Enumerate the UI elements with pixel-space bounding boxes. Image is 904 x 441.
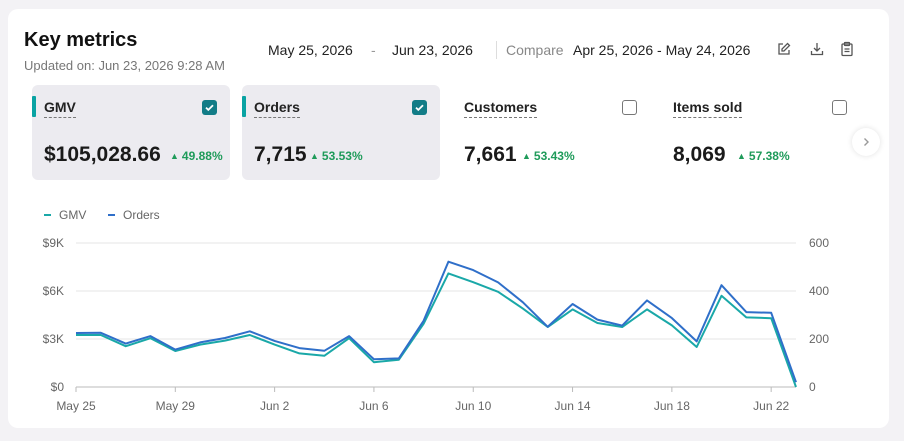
x-tick-label: Jun 10 <box>455 399 491 413</box>
metric-delta: ▲ 49.88% <box>170 149 223 163</box>
metric-delta: ▲ 53.53% <box>310 149 363 163</box>
metric-tile-gmv[interactable]: GMV $105,028.66 ▲ 49.88% <box>32 85 230 180</box>
y-right-tick-label: 0 <box>809 380 816 394</box>
clipboard-icon[interactable] <box>837 39 857 59</box>
x-tick-label: May 25 <box>56 399 96 413</box>
y-right-tick-label: 600 <box>809 236 829 250</box>
date-separator: - <box>371 42 376 58</box>
y-left-tick-label: $0 <box>51 380 65 394</box>
x-tick-label: Jun 14 <box>555 399 591 413</box>
metric-checkbox[interactable] <box>202 100 217 115</box>
y-right-tick-label: 400 <box>809 284 829 298</box>
legend-label: GMV <box>59 208 87 222</box>
metric-label: Items sold <box>673 99 743 118</box>
legend-item-gmv[interactable]: GMV <box>44 208 86 222</box>
metric-value: 7,715 <box>254 143 307 166</box>
metric-value: 8,069 <box>673 143 726 166</box>
tile-accent-bar <box>242 96 246 117</box>
y-left-tick-label: $3K <box>43 332 64 346</box>
metric-value: $105,028.66 <box>44 143 161 166</box>
legend-label: Orders <box>123 208 160 222</box>
metric-checkbox[interactable] <box>412 100 427 115</box>
legend-item-orders[interactable]: Orders <box>108 208 160 222</box>
date-end[interactable]: Jun 23, 2026 <box>392 42 473 58</box>
x-tick-label: Jun 18 <box>654 399 690 413</box>
y-right-tick-label: 200 <box>809 332 829 346</box>
page-title: Key metrics <box>24 29 138 51</box>
next-metrics-button[interactable] <box>852 128 880 156</box>
metric-tile-orders[interactable]: Orders 7,715 ▲ 53.53% <box>242 85 440 180</box>
y-left-tick-label: $9K <box>43 236 64 250</box>
x-tick-label: Jun 2 <box>260 399 290 413</box>
header-divider <box>496 41 497 59</box>
metric-label: Customers <box>464 99 538 118</box>
legend-swatch <box>44 213 51 216</box>
compare-range[interactable]: Apr 25, 2026 - May 24, 2026 <box>573 42 751 58</box>
x-tick-label: Jun 6 <box>359 399 389 413</box>
metric-value: 7,661 <box>464 143 517 166</box>
x-tick-label: Jun 22 <box>753 399 789 413</box>
tile-accent-bar <box>32 96 36 117</box>
download-icon[interactable] <box>807 39 827 59</box>
chevron-right-icon <box>864 138 869 146</box>
x-tick-label: May 29 <box>156 399 196 413</box>
series-line-gmv <box>76 272 797 388</box>
key-metrics-card <box>8 9 889 428</box>
metric-label: Orders <box>254 99 300 118</box>
legend-swatch <box>108 213 115 216</box>
metric-checkbox[interactable] <box>622 100 637 115</box>
metric-tile-items-sold[interactable]: Items sold 8,069 ▲ 57.38% <box>662 85 852 180</box>
metric-checkbox[interactable] <box>832 100 847 115</box>
compare-label: Compare <box>506 42 564 58</box>
edit-icon[interactable] <box>774 39 794 59</box>
updated-timestamp: Updated on: Jun 23, 2026 9:28 AM <box>24 58 225 73</box>
metric-label: GMV <box>44 99 76 118</box>
series-line-orders <box>75 260 797 383</box>
metric-delta: ▲ 57.38% <box>737 149 790 163</box>
date-start[interactable]: May 25, 2026 <box>268 42 353 58</box>
y-left-tick-label: $6K <box>43 284 64 298</box>
metric-delta: ▲ 53.43% <box>522 149 575 163</box>
metric-tile-customers[interactable]: Customers 7,661 ▲ 53.43% <box>452 85 650 180</box>
